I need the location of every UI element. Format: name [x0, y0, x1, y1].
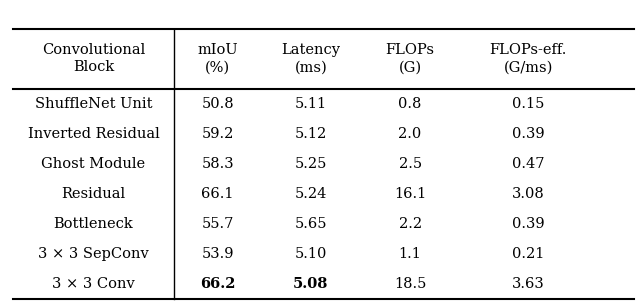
Text: mIoU
(%): mIoU (%) — [197, 43, 238, 74]
Text: 0.39: 0.39 — [512, 217, 545, 231]
Text: Convolutional
Block: Convolutional Block — [42, 43, 145, 74]
Text: 0.21: 0.21 — [512, 247, 544, 261]
Text: 50.8: 50.8 — [202, 97, 234, 111]
Text: 16.1: 16.1 — [394, 187, 426, 201]
Text: 1.1: 1.1 — [399, 247, 422, 261]
Text: Bottleneck: Bottleneck — [54, 217, 133, 231]
Text: 3 × 3 SepConv: 3 × 3 SepConv — [38, 247, 149, 261]
Text: 3 × 3 Conv: 3 × 3 Conv — [52, 277, 135, 291]
Text: 5.08: 5.08 — [293, 277, 328, 291]
Text: 2.2: 2.2 — [399, 217, 422, 231]
Text: Latency
(ms): Latency (ms) — [282, 43, 340, 74]
Text: 5.65: 5.65 — [294, 217, 327, 231]
Text: 59.2: 59.2 — [202, 127, 234, 141]
Text: 2.0: 2.0 — [399, 127, 422, 141]
Text: 5.10: 5.10 — [294, 247, 327, 261]
Text: 66.2: 66.2 — [200, 277, 236, 291]
Text: 5.24: 5.24 — [294, 187, 327, 201]
Text: 0.39: 0.39 — [512, 127, 545, 141]
Text: 18.5: 18.5 — [394, 277, 426, 291]
Text: Residual: Residual — [61, 187, 125, 201]
Text: FLOPs
(G): FLOPs (G) — [386, 43, 435, 74]
Text: FLOPs-eff.
(G/ms): FLOPs-eff. (G/ms) — [490, 43, 567, 74]
Text: 66.1: 66.1 — [202, 187, 234, 201]
Text: 5.11: 5.11 — [295, 97, 327, 111]
Text: 5.12: 5.12 — [294, 127, 327, 141]
Text: 58.3: 58.3 — [202, 157, 234, 171]
Text: 0.47: 0.47 — [512, 157, 544, 171]
Text: 55.7: 55.7 — [202, 217, 234, 231]
Text: Inverted Residual: Inverted Residual — [28, 127, 159, 141]
Text: 3.63: 3.63 — [512, 277, 545, 291]
Text: 53.9: 53.9 — [202, 247, 234, 261]
Text: 2.5: 2.5 — [399, 157, 422, 171]
Text: 0.8: 0.8 — [399, 97, 422, 111]
Text: 0.15: 0.15 — [512, 97, 544, 111]
Text: ShuffleNet Unit: ShuffleNet Unit — [35, 97, 152, 111]
Text: 3.08: 3.08 — [512, 187, 545, 201]
Text: 5.25: 5.25 — [294, 157, 327, 171]
Text: Ghost Module: Ghost Module — [42, 157, 145, 171]
